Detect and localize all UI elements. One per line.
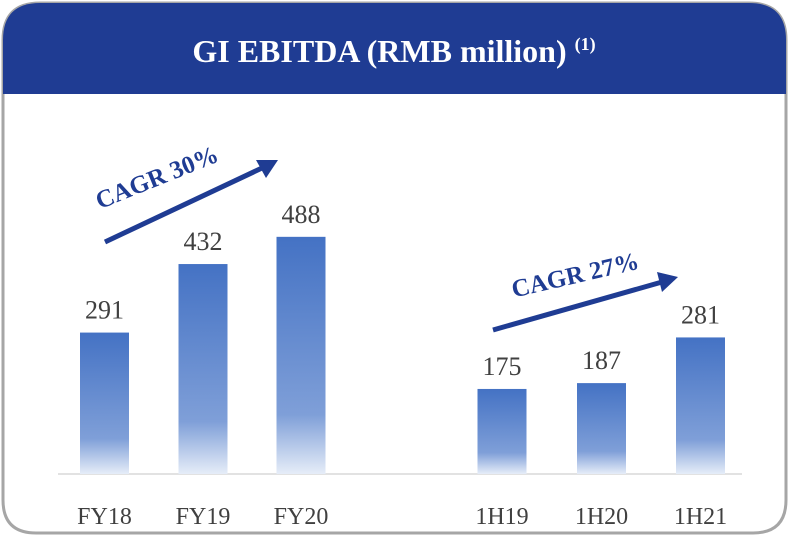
arrowhead (657, 272, 678, 292)
bar (80, 332, 129, 474)
value-label: 291 (85, 296, 124, 325)
title-note: (1) (575, 34, 596, 55)
value-label: 175 (483, 352, 522, 381)
value-label: 187 (582, 346, 621, 375)
value-label: 281 (681, 300, 720, 329)
x-tick-label: 1H21 (674, 504, 727, 530)
arrowhead (256, 160, 278, 178)
bar (676, 337, 725, 474)
x-tick-label: FY20 (274, 504, 329, 530)
bar (577, 383, 626, 474)
bar (178, 264, 228, 474)
x-tick-label: 1H19 (475, 504, 528, 530)
x-tick-label: FY19 (176, 504, 231, 530)
title-text: GI EBITDA (RMB million) (192, 33, 566, 69)
chart-title: GI EBITDA (RMB million) (1) (192, 33, 595, 69)
bar (276, 236, 326, 474)
value-label: 432 (184, 227, 223, 256)
x-tick-label: FY18 (77, 504, 132, 530)
header (3, 3, 786, 94)
arrow (492, 279, 663, 333)
arrow (103, 165, 264, 245)
x-tick-label: 1H20 (575, 504, 628, 530)
value-label: 488 (282, 200, 321, 229)
bar (477, 388, 527, 474)
